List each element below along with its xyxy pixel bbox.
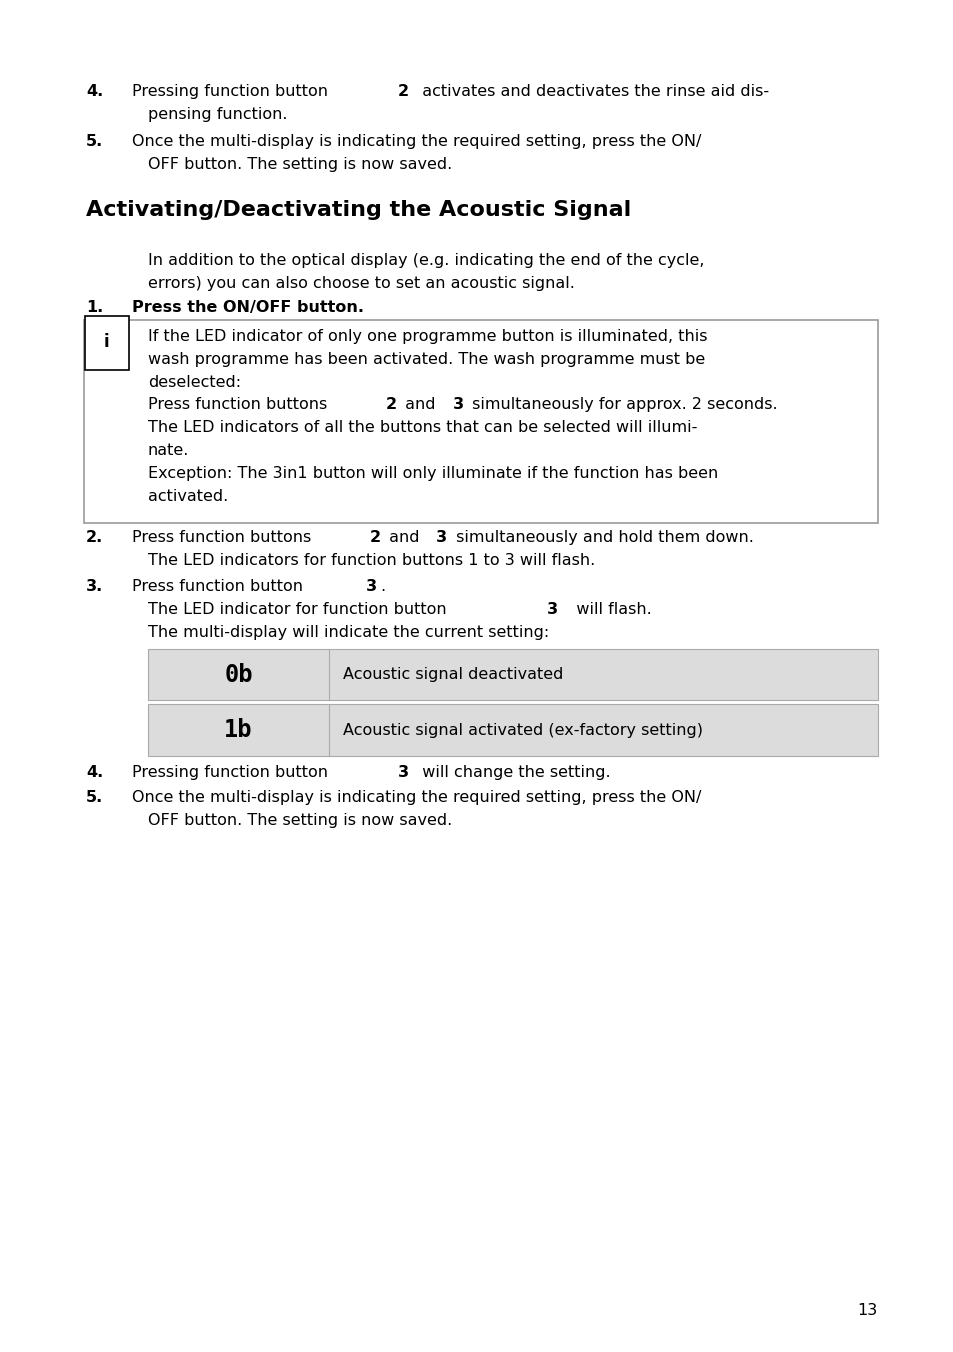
- Text: If the LED indicator of only one programme button is illuminated, this: If the LED indicator of only one program…: [148, 329, 706, 343]
- Text: errors) you can also choose to set an acoustic signal.: errors) you can also choose to set an ac…: [148, 276, 574, 291]
- Text: 3: 3: [365, 579, 376, 594]
- Text: 5.: 5.: [86, 134, 103, 149]
- Text: and: and: [399, 397, 440, 412]
- Text: Once the multi-display is indicating the required setting, press the ON/: Once the multi-display is indicating the…: [132, 790, 700, 804]
- Text: and: and: [383, 530, 424, 545]
- Text: 2: 2: [369, 530, 380, 545]
- Text: The LED indicator for function button: The LED indicator for function button: [148, 602, 456, 617]
- Text: activated.: activated.: [148, 489, 228, 504]
- Text: will change the setting.: will change the setting.: [412, 765, 610, 780]
- Text: 4.: 4.: [86, 84, 103, 99]
- Text: Pressing function button: Pressing function button: [132, 84, 337, 99]
- Text: OFF button. The setting is now saved.: OFF button. The setting is now saved.: [148, 813, 452, 827]
- Text: Pressing function button: Pressing function button: [132, 765, 337, 780]
- Text: 3.: 3.: [86, 579, 103, 594]
- Text: 3: 3: [397, 765, 409, 780]
- FancyBboxPatch shape: [84, 320, 877, 523]
- Text: Press function buttons: Press function buttons: [148, 397, 332, 412]
- Text: 5.: 5.: [86, 790, 103, 804]
- Text: Press function buttons: Press function buttons: [132, 530, 315, 545]
- Text: 1.: 1.: [86, 300, 103, 315]
- Text: nate.: nate.: [148, 443, 189, 458]
- Text: 2: 2: [397, 84, 409, 99]
- Text: The LED indicators of all the buttons that can be selected will illumi-: The LED indicators of all the buttons th…: [148, 420, 697, 435]
- Text: wash programme has been activated. The wash programme must be: wash programme has been activated. The w…: [148, 352, 704, 366]
- Text: activates and deactivates the rinse aid dis-: activates and deactivates the rinse aid …: [412, 84, 768, 99]
- Text: 3: 3: [436, 530, 447, 545]
- Text: simultaneously for approx. 2 seconds.: simultaneously for approx. 2 seconds.: [466, 397, 777, 412]
- Text: 1b: 1b: [224, 718, 253, 742]
- Text: Exception: The 3in1 button will only illuminate if the function has been: Exception: The 3in1 button will only ill…: [148, 466, 718, 481]
- FancyBboxPatch shape: [85, 316, 129, 370]
- Text: 2.: 2.: [86, 530, 103, 545]
- Text: The multi-display will indicate the current setting:: The multi-display will indicate the curr…: [148, 625, 549, 639]
- Text: 0b: 0b: [224, 662, 253, 687]
- Text: In addition to the optical display (e.g. indicating the end of the cycle,: In addition to the optical display (e.g.…: [148, 253, 703, 268]
- Text: Press the ON/OFF button.: Press the ON/OFF button.: [132, 300, 363, 315]
- Bar: [148, 704, 877, 756]
- Text: deselected:: deselected:: [148, 375, 241, 389]
- Text: simultaneously and hold them down.: simultaneously and hold them down.: [450, 530, 753, 545]
- Text: 3: 3: [546, 602, 557, 617]
- Text: OFF button. The setting is now saved.: OFF button. The setting is now saved.: [148, 157, 452, 172]
- Text: Acoustic signal deactivated: Acoustic signal deactivated: [343, 667, 563, 683]
- Text: i: i: [104, 333, 110, 350]
- Text: Acoustic signal activated (ex-factory setting): Acoustic signal activated (ex-factory se…: [343, 722, 702, 738]
- Text: will flash.: will flash.: [560, 602, 651, 617]
- Text: The LED indicators for function buttons 1 to 3 will flash.: The LED indicators for function buttons …: [148, 553, 595, 568]
- Text: Press function button: Press function button: [132, 579, 313, 594]
- Text: 4.: 4.: [86, 765, 103, 780]
- Text: 13: 13: [857, 1303, 877, 1318]
- Text: 2: 2: [385, 397, 396, 412]
- Bar: [148, 649, 877, 700]
- Text: Once the multi-display is indicating the required setting, press the ON/: Once the multi-display is indicating the…: [132, 134, 700, 149]
- Text: .: .: [379, 579, 385, 594]
- Text: Activating/Deactivating the Acoustic Signal: Activating/Deactivating the Acoustic Sig…: [86, 200, 631, 220]
- Text: 3: 3: [452, 397, 463, 412]
- Text: pensing function.: pensing function.: [148, 107, 287, 122]
